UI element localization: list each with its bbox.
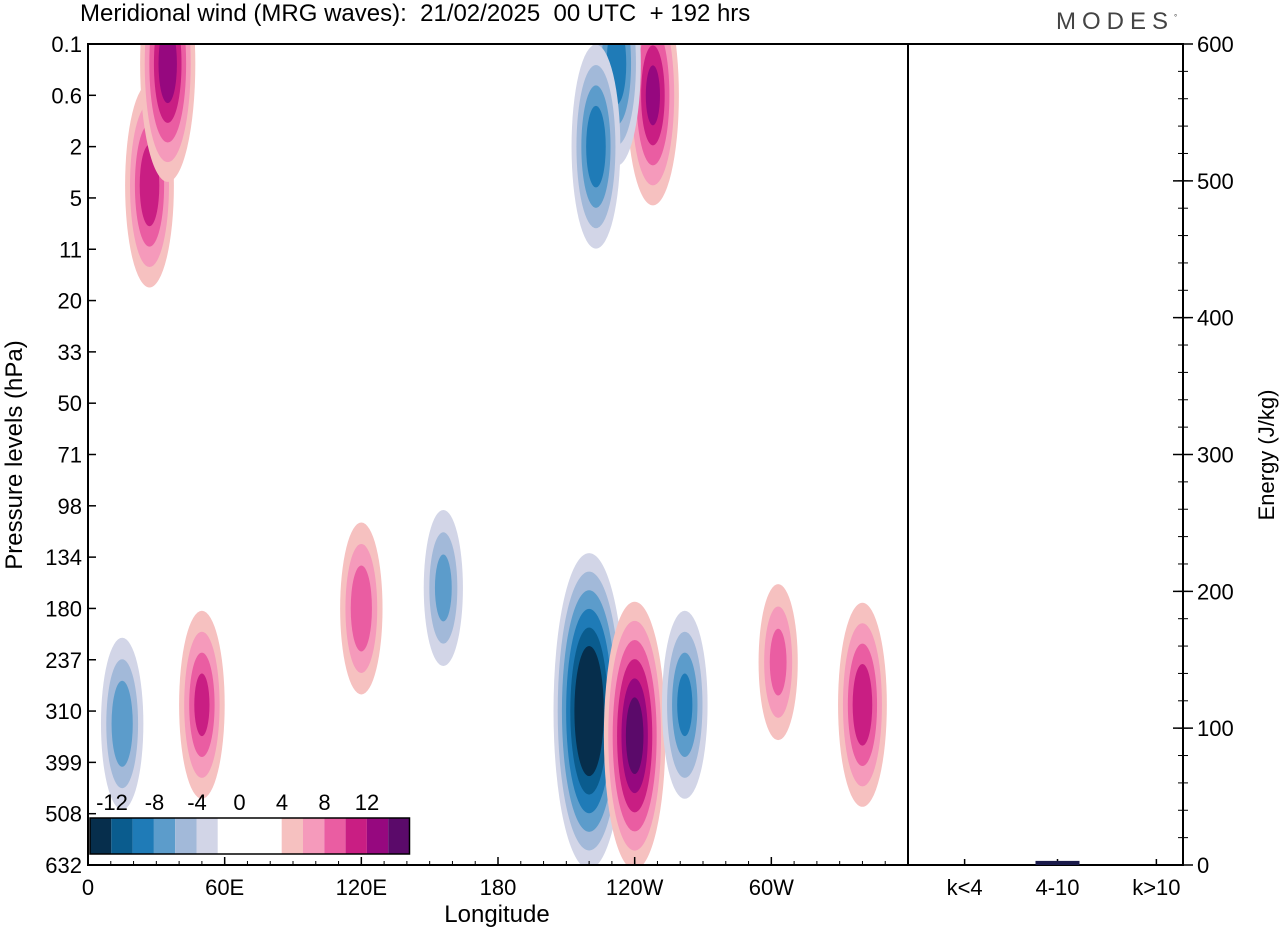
contour-band bbox=[111, 680, 133, 767]
x-axis-label: Longitude bbox=[444, 901, 549, 928]
x-tick-label: 120E bbox=[336, 875, 387, 900]
y-tick-label: 11 bbox=[59, 237, 82, 262]
colorbar-swatch bbox=[260, 818, 282, 854]
energy-cat-label: k>10 bbox=[1132, 875, 1180, 900]
colorbar-swatch bbox=[217, 818, 240, 854]
y-tick-label: 399 bbox=[45, 750, 82, 775]
colorbar-swatch bbox=[132, 818, 154, 854]
y-tick-label: 237 bbox=[45, 648, 82, 673]
colorbar-label: 0 bbox=[233, 790, 245, 815]
brand-logo: MODES° bbox=[1056, 8, 1178, 35]
colorbar-label: 8 bbox=[318, 790, 330, 815]
wind-field bbox=[100, 44, 887, 865]
contour-band bbox=[852, 663, 873, 746]
x-tick-label: 0 bbox=[82, 875, 94, 900]
x-tick-label: 60W bbox=[749, 875, 794, 900]
colorbar-label: 4 bbox=[276, 790, 288, 815]
y-tick-label: 0.6 bbox=[51, 83, 82, 108]
colorbar-label: -8 bbox=[145, 790, 165, 815]
y-tick-label: 310 bbox=[45, 699, 82, 724]
energy-bars bbox=[1035, 860, 1080, 865]
x-tick-label: 120W bbox=[606, 875, 664, 900]
energy-cat-label: k<4 bbox=[947, 875, 983, 900]
colorbar-swatch bbox=[366, 818, 389, 854]
colorbar-swatch bbox=[324, 818, 346, 854]
y-tick-label: 71 bbox=[58, 443, 82, 468]
contour-band bbox=[434, 554, 452, 622]
y-tick-label: 508 bbox=[45, 802, 82, 827]
energy-axis: 0 100 200 300 400 500 600 bbox=[1173, 32, 1234, 878]
contour-band bbox=[158, 44, 177, 104]
colorbar: -12 -8 -4 0 4 8 12 bbox=[89, 790, 411, 855]
contour-band bbox=[194, 673, 210, 737]
colorbar-label: 12 bbox=[355, 790, 379, 815]
y-tick-label: 0.1 bbox=[51, 32, 82, 57]
colorbar-swatch bbox=[281, 818, 303, 854]
contour-band bbox=[625, 697, 644, 775]
colorbar-swatch bbox=[90, 818, 112, 854]
colorbar-swatch bbox=[153, 818, 176, 854]
energy-tick-label: 500 bbox=[1197, 169, 1234, 194]
colorbar-label: -12 bbox=[96, 790, 128, 815]
y-tick-label: 50 bbox=[58, 391, 82, 416]
colorbar-swatch bbox=[303, 818, 325, 854]
contour-band bbox=[645, 65, 660, 126]
contour-band bbox=[586, 105, 606, 188]
chart-title: Meridional wind (MRG waves): 21/02/2025 … bbox=[80, 0, 751, 27]
y-tick-label: 180 bbox=[45, 596, 82, 621]
y-tick-label: 632 bbox=[45, 853, 82, 878]
y-tick-label: 20 bbox=[58, 289, 82, 314]
energy-tick-label: 0 bbox=[1197, 853, 1209, 878]
energy-axis-label: Energy (J/kg) bbox=[1254, 390, 1279, 521]
energy-cat-label: 4-10 bbox=[1035, 875, 1079, 900]
energy-tick-label: 200 bbox=[1197, 579, 1234, 604]
colorbar-label: -4 bbox=[187, 790, 207, 815]
y-tick-label: 5 bbox=[70, 186, 82, 211]
contour-band bbox=[574, 645, 604, 777]
y-tick-label: 98 bbox=[58, 494, 82, 519]
contour-band bbox=[769, 628, 787, 696]
contour-band bbox=[350, 565, 372, 652]
y-tick-label: 2 bbox=[70, 135, 82, 160]
colorbar-frame bbox=[89, 817, 411, 855]
longitude-axis: 0 60E 120E 180 120W 60W bbox=[82, 857, 886, 900]
energy-frame bbox=[907, 43, 1184, 866]
energy-tick-label: 400 bbox=[1197, 306, 1234, 331]
y-tick-label: 134 bbox=[45, 545, 82, 570]
x-tick-label: 180 bbox=[480, 875, 517, 900]
energy-categories: k<4 4-10 k>10 bbox=[947, 859, 1181, 900]
x-tick-label: 60E bbox=[205, 875, 244, 900]
colorbar-swatch bbox=[239, 818, 261, 854]
contour-band bbox=[677, 673, 693, 737]
y-axis-label: Pressure levels (hPa) bbox=[1, 340, 28, 569]
energy-bar bbox=[1035, 860, 1080, 865]
energy-tick-label: 600 bbox=[1197, 32, 1234, 57]
y-tick-label: 33 bbox=[58, 340, 82, 365]
pressure-axis: 0.1 0.6 2 5 11 20 33 50 71 98 134 180 237 310 399 508 63… bbox=[45, 32, 96, 878]
colorbar-swatch bbox=[388, 818, 410, 854]
colorbar-swatch bbox=[345, 818, 367, 854]
colorbar-swatch bbox=[175, 818, 197, 854]
energy-tick-label: 100 bbox=[1197, 716, 1234, 741]
colorbar-swatch bbox=[111, 818, 133, 854]
colorbar-swatch bbox=[196, 818, 218, 854]
energy-tick-label: 300 bbox=[1197, 443, 1234, 468]
